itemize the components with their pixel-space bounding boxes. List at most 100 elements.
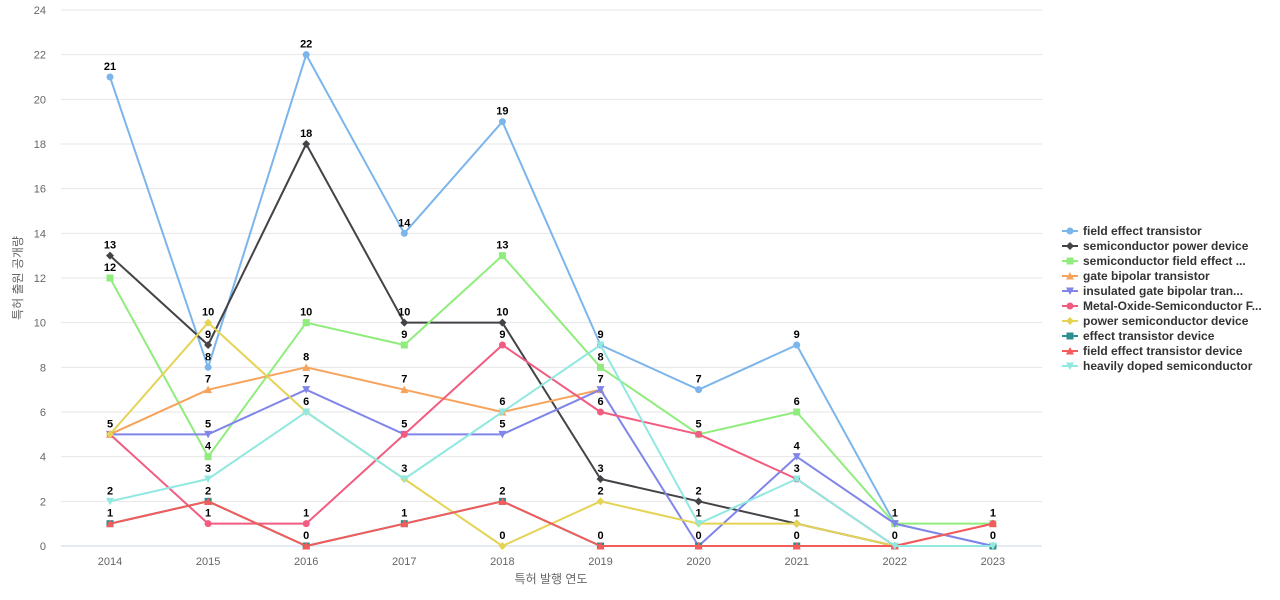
data-label: 6: [499, 396, 505, 408]
legend-item[interactable]: field effect transistor device: [1062, 344, 1243, 358]
legend-item[interactable]: gate bipolar transistor: [1062, 269, 1210, 283]
legend-symbol: [1066, 347, 1074, 355]
data-point: [204, 475, 213, 483]
data-point: [596, 497, 605, 506]
legend-item[interactable]: insulated gate bipolar tran...: [1062, 284, 1243, 298]
data-label: 7: [205, 374, 211, 386]
data-label: 7: [696, 374, 702, 386]
data-point: [302, 363, 311, 371]
data-label: 4: [205, 441, 212, 453]
data-label: 0: [794, 530, 800, 542]
data-point: [793, 341, 801, 349]
data-label: 6: [303, 396, 309, 408]
data-point: [106, 497, 114, 506]
series-line: [109, 254, 994, 525]
legend-item[interactable]: effect transistor device: [1062, 329, 1215, 343]
data-point: [498, 252, 506, 260]
data-point: [106, 430, 114, 439]
y-tick-label: 24: [34, 5, 46, 17]
legend-label: heavily doped semiconductor: [1083, 359, 1253, 373]
legend-item[interactable]: heavily doped semiconductor: [1062, 359, 1253, 373]
data-label: 8: [597, 351, 603, 363]
x-axis-title: 특허 발행 연도: [515, 571, 588, 586]
data-point: [695, 430, 703, 438]
data-point: [106, 73, 114, 81]
data-point: [792, 519, 801, 528]
legend-item[interactable]: field effect transistor: [1062, 224, 1202, 238]
series-line: [109, 344, 994, 547]
data-label: 0: [696, 530, 702, 542]
data-point: [596, 475, 605, 483]
data-label: 3: [597, 463, 603, 475]
data-point: [302, 408, 311, 416]
data-label: 2: [107, 485, 113, 497]
data-label: 2: [499, 485, 505, 497]
y-tick-label: 22: [34, 50, 46, 62]
y-tick-label: 6: [40, 407, 46, 419]
data-label: 22: [300, 39, 312, 51]
legend-symbol: [1066, 317, 1074, 325]
data-point: [596, 386, 605, 394]
data-point: [106, 251, 114, 260]
data-point: [694, 497, 703, 506]
data-label: 6: [597, 396, 603, 408]
legend-label: field effect transistor: [1083, 224, 1202, 238]
legend-item[interactable]: Metal-Oxide-Semiconductor F...: [1062, 299, 1262, 313]
data-point: [400, 475, 409, 483]
data-label: 10: [496, 307, 508, 319]
legend-symbol: [1066, 272, 1074, 280]
data-label: 1: [990, 508, 996, 520]
data-label: 1: [794, 508, 800, 520]
data-point: [988, 542, 997, 550]
y-tick-label: 12: [34, 273, 46, 285]
legend-item[interactable]: power semiconductor device: [1062, 314, 1249, 328]
series-3: [106, 252, 997, 528]
data-label: 7: [597, 374, 603, 386]
data-point: [204, 363, 212, 371]
data-label: 2: [696, 485, 702, 497]
data-point: [106, 519, 114, 528]
data-point: [498, 318, 507, 327]
data-point: [106, 274, 114, 282]
data-point: [793, 408, 801, 416]
legend-symbol: [1066, 362, 1074, 370]
data-label: 12: [104, 262, 116, 274]
data-point: [204, 430, 213, 439]
legend-label: insulated gate bipolar tran...: [1083, 284, 1243, 298]
data-label: 0: [597, 530, 603, 542]
x-tick-label: 2016: [294, 556, 318, 568]
data-label: 10: [398, 307, 410, 319]
legend-item[interactable]: semiconductor power device: [1062, 239, 1249, 253]
data-point: [792, 542, 801, 550]
data-point: [498, 341, 506, 349]
x-tick-label: 2023: [981, 556, 1005, 568]
data-label: 3: [205, 463, 211, 475]
y-tick-label: 16: [34, 184, 46, 196]
data-point: [597, 408, 604, 416]
data-label: 19: [496, 106, 508, 118]
data-point: [695, 386, 703, 394]
data-label: 13: [104, 240, 116, 252]
series-line: [109, 388, 994, 547]
series-4: [106, 363, 605, 438]
data-point: [988, 519, 997, 528]
x-tick-label: 2017: [392, 556, 416, 568]
legend-label: effect transistor device: [1083, 329, 1215, 343]
data-label: 9: [499, 329, 505, 341]
legend-label: gate bipolar transistor: [1083, 269, 1210, 283]
series-line: [109, 321, 994, 547]
data-label: 5: [205, 418, 211, 430]
data-point: [302, 542, 311, 550]
data-point: [498, 118, 506, 126]
data-label: 1: [696, 508, 702, 520]
data-label: 13: [496, 240, 508, 252]
legend-item[interactable]: semiconductor field effect ...: [1062, 254, 1246, 268]
data-label: 5: [499, 418, 505, 430]
data-point: [400, 341, 408, 349]
data-label: 2: [205, 485, 211, 497]
data-label: 1: [205, 508, 211, 520]
legend-symbol: [1066, 302, 1074, 310]
x-tick-label: 2018: [490, 556, 514, 568]
